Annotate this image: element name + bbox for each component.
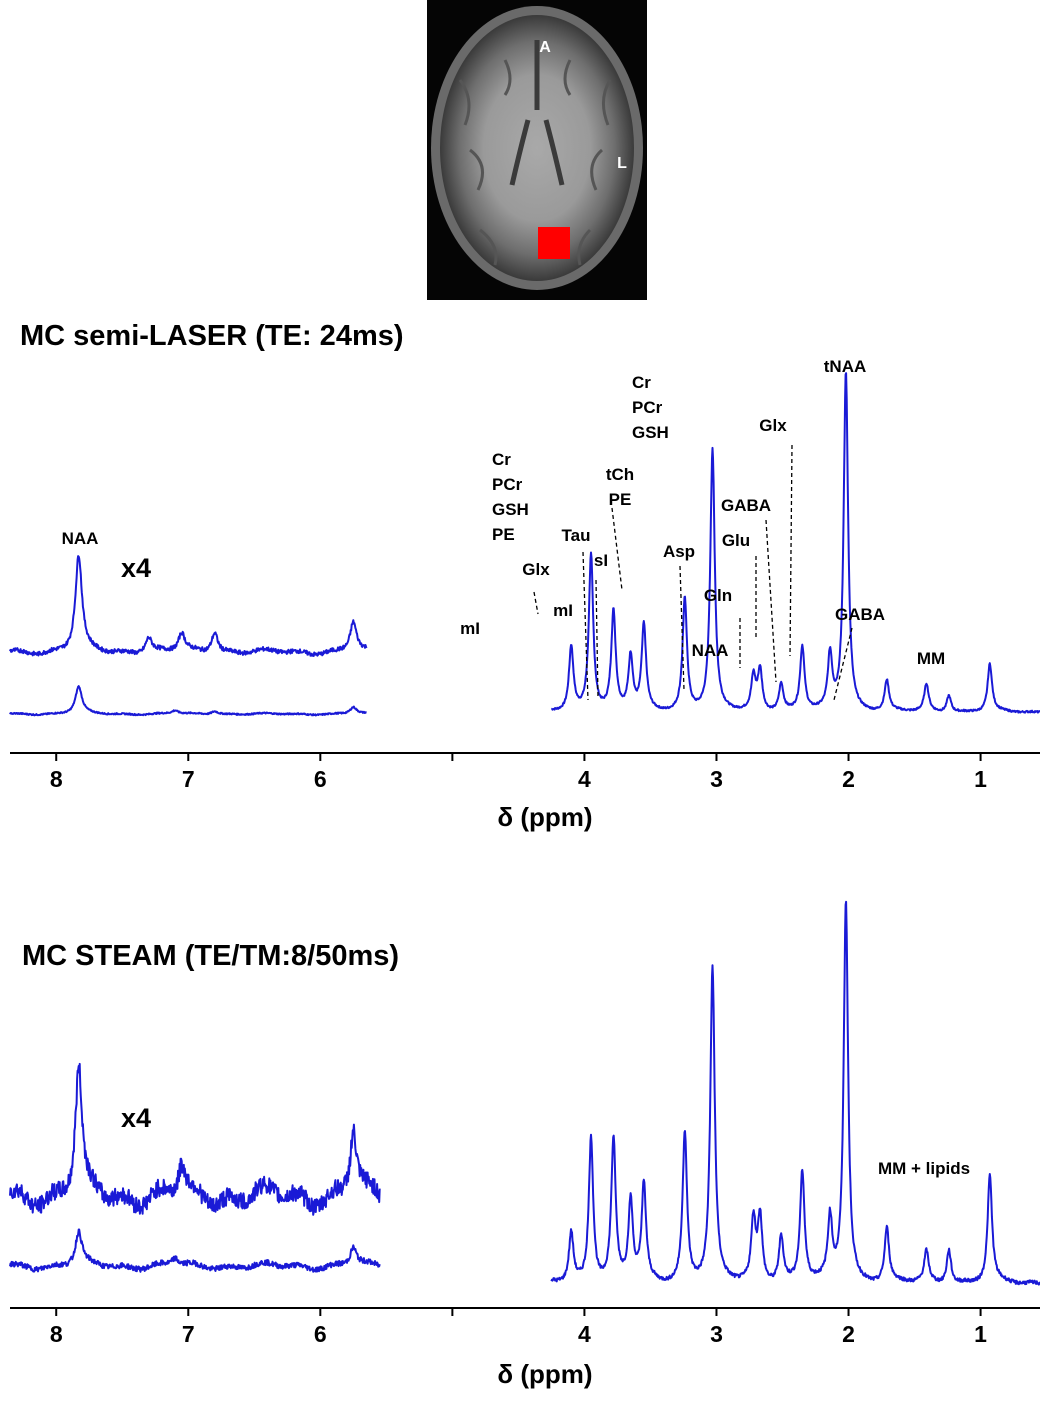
peak-label: mI: [460, 619, 480, 638]
peak-label: MM + lipids: [878, 1159, 970, 1178]
peak-label: GABA: [721, 496, 771, 515]
spectrum-line-aliphatic: [550, 900, 1040, 1286]
ventricles: [509, 40, 565, 186]
spectrum-line-aromatic: [9, 1228, 381, 1273]
x-tick-label: 1: [974, 1321, 987, 1347]
peak-label: Glx: [759, 416, 787, 435]
x-tick-label: 3: [710, 766, 723, 792]
x-axis: 8 7 6 4 3 2 1: [10, 1307, 1040, 1347]
annotation-leader-line: [789, 444, 793, 657]
x-tick-label: 7: [182, 766, 195, 792]
peak-label: Cr PCr GSH: [632, 373, 669, 442]
peak-label: tNAA: [824, 357, 867, 376]
brain-tissue: [440, 15, 634, 281]
peak-label: NAA: [692, 641, 729, 660]
x-tick-label: 3: [710, 1321, 723, 1347]
peak-label: Glx: [522, 560, 550, 579]
peak-label: Asp: [663, 542, 695, 561]
x-tick-label: 2: [842, 766, 855, 792]
annotation-leader-line: [611, 507, 623, 591]
peak-label: sI: [594, 551, 608, 570]
x-tick-label: 2: [842, 1321, 855, 1347]
brain-sulci: [458, 59, 612, 266]
chart-title: MC STEAM (TE/TM:8/50ms): [22, 940, 399, 972]
mri-inset: A L: [427, 0, 647, 300]
x-tick-label: 6: [314, 1321, 327, 1347]
spectrum-line-aliphatic: [550, 372, 1040, 714]
spectrum-line-aromatic-x4: [9, 555, 368, 657]
x-tick-label: 8: [50, 1321, 63, 1347]
x-tick-label: 8: [50, 766, 63, 792]
scale-factor-label: x4: [121, 553, 151, 583]
x-axis-label: δ (ppm): [497, 802, 592, 832]
voxel-marker: [538, 227, 570, 259]
peak-label: GABA: [835, 605, 885, 624]
peak-label: Gln: [704, 586, 732, 605]
spectrum-panel-steam: MC STEAM (TE/TM:8/50ms) x4 MM + lipids 8…: [9, 900, 1040, 1389]
x-axis: 8 7 6 4 3 2 1: [10, 752, 1040, 792]
x-tick-label: 4: [578, 1321, 591, 1347]
spectrum-panel-semi-laser: MC semi-LASER (TE: 24ms) x4 NAA mI Cr PCr GS…: [9, 320, 1040, 832]
annotation-leader-line: [533, 591, 539, 615]
x-tick-label: 1: [974, 766, 987, 792]
peak-label: mI: [553, 601, 573, 620]
peak-label: tCh PE: [606, 465, 634, 509]
annotation-leader-line: [595, 579, 599, 699]
peak-label: Glu: [722, 531, 750, 550]
spectrum-line-aromatic-x4: [9, 1062, 381, 1216]
peak-label: MM: [917, 649, 945, 668]
peak-label: Tau: [562, 526, 591, 545]
orientation-label-anterior: A: [539, 39, 551, 56]
chart-title: MC semi-LASER (TE: 24ms): [20, 320, 404, 352]
x-axis-label: δ (ppm): [497, 1359, 592, 1389]
annotation-leader-line: [765, 519, 777, 683]
annotation-leader-line: [833, 627, 853, 701]
x-tick-label: 7: [182, 1321, 195, 1347]
peak-label: NAA: [62, 529, 99, 548]
peak-annotations: MM + lipids: [878, 1159, 970, 1178]
annotation-leader-line: [582, 551, 589, 701]
x-tick-label: 6: [314, 766, 327, 792]
x-tick-label: 4: [578, 766, 591, 792]
spectrum-line-aromatic: [9, 685, 367, 717]
scale-factor-label: x4: [121, 1103, 151, 1133]
peak-label: Cr PCr GSH PE: [492, 450, 529, 544]
orientation-label-left: L: [617, 155, 627, 172]
